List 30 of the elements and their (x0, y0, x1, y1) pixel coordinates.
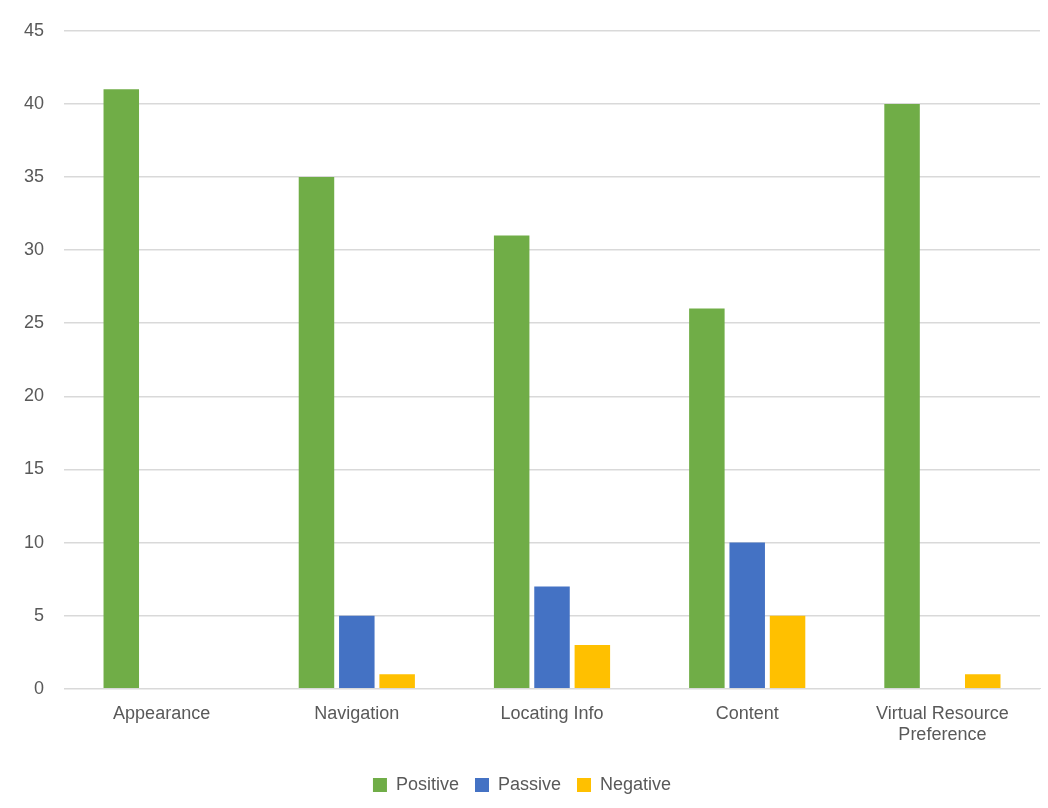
y-tick-label: 10 (23, 531, 45, 552)
legend-label: Negative (600, 773, 672, 794)
x-tick-label: Content (715, 702, 779, 723)
bar (689, 308, 725, 689)
y-tick-label: 40 (23, 92, 45, 113)
bar (964, 674, 1001, 689)
bar (729, 542, 765, 689)
legend-label: Positive (395, 773, 459, 794)
x-tick-label: Appearance (113, 702, 211, 723)
y-tick-label: 20 (23, 385, 45, 406)
bar (534, 586, 570, 689)
y-tick-label: 25 (23, 312, 45, 333)
bar (103, 89, 140, 689)
y-tick-label: 0 (34, 677, 45, 698)
x-tick-label: Virtual Resource Preference (876, 702, 1009, 745)
bar (339, 615, 375, 689)
bar (493, 235, 530, 689)
bar (574, 644, 611, 689)
x-tick-label: Navigation (314, 702, 400, 723)
bar (298, 177, 335, 689)
bar (379, 674, 415, 689)
x-tick-label: Locating Info (500, 702, 604, 723)
bar (769, 615, 806, 689)
legend-label: Passive (497, 773, 562, 794)
bar (884, 103, 920, 689)
y-tick-label: 35 (23, 165, 45, 186)
y-tick-label: 45 (23, 19, 45, 40)
y-tick-label: 5 (34, 604, 45, 625)
y-tick-label: 15 (23, 458, 45, 479)
y-tick-label: 30 (23, 239, 45, 260)
